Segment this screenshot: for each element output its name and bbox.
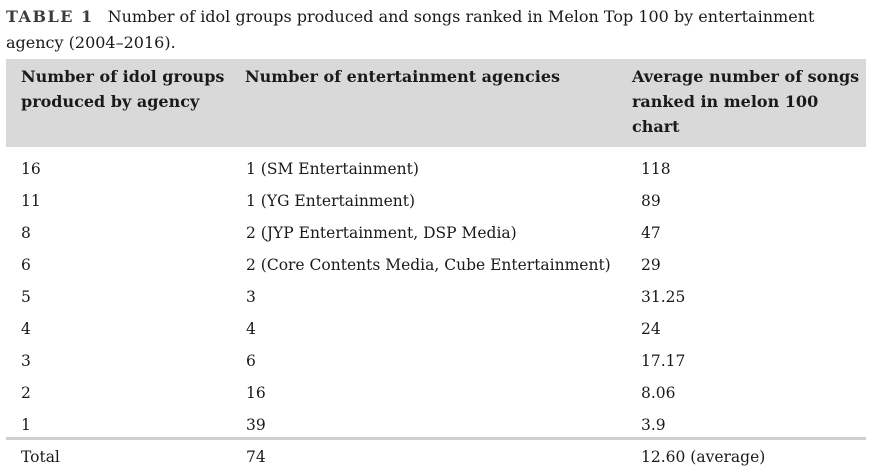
cell-avg-songs: 118 [641,160,671,178]
cell-agencies: 1 (YG Entertainment) [246,192,416,210]
agency-table: Number of idol groups produced by agency… [6,59,866,473]
cell-idol-groups: 6 [21,256,31,274]
table-row: 8 2 (JYP Entertainment, DSP Media) 47 [6,217,866,249]
table-row: 4 4 24 [6,313,866,345]
cell-idol-groups: 11 [21,192,41,210]
table-row: 1 39 3.9 [6,409,866,441]
cell-idol-groups: 5 [21,288,31,306]
cell-avg-songs: 24 [641,320,661,338]
table-row: 5 3 31.25 [6,281,866,313]
cell-agencies: 1 (SM Entertainment) [246,160,419,178]
cell-idol-groups: 3 [21,352,31,370]
table-label: TABLE 1 [6,7,94,26]
cell-avg-songs: 89 [641,192,661,210]
table-row: 2 16 8.06 [6,377,866,409]
table-bottom-rule [6,437,866,440]
cell-idol-groups: 16 [21,160,41,178]
cell-total-label: Total [21,448,60,466]
table-total-row: Total 74 12.60 (average) [6,441,866,473]
cell-total-agencies: 74 [246,448,266,466]
cell-idol-groups: 1 [21,416,31,434]
cell-idol-groups: 2 [21,384,31,402]
cell-agencies: 16 [246,384,266,402]
table-row: 6 2 (Core Contents Media, Cube Entertain… [6,249,866,281]
header-agencies: Number of entertainment agencies [245,59,632,147]
table-row: 3 6 17.17 [6,345,866,377]
cell-agencies: 6 [246,352,256,370]
table-caption: TABLE 1 Number of idol groups produced an… [6,4,866,56]
cell-avg-songs: 17.17 [641,352,686,370]
table-row: 16 1 (SM Entertainment) 118 [6,147,866,185]
table-header-row: Number of idol groups produced by agency… [6,59,866,147]
table-title: Number of idol groups produced and songs… [6,7,815,52]
cell-avg-songs: 31.25 [641,288,686,306]
cell-avg-songs: 3.9 [641,416,666,434]
cell-agencies: 3 [246,288,256,306]
cell-total-avg-songs: 12.60 (average) [641,448,766,466]
cell-agencies: 39 [246,416,266,434]
cell-avg-songs: 8.06 [641,384,676,402]
header-avg-songs: Average number of songs ranked in melon … [632,59,866,147]
cell-avg-songs: 47 [641,224,661,242]
header-idol-groups: Number of idol groups produced by agency [6,59,245,147]
cell-agencies: 2 (JYP Entertainment, DSP Media) [246,224,517,242]
cell-avg-songs: 29 [641,256,661,274]
cell-agencies: 2 (Core Contents Media, Cube Entertainme… [246,256,611,274]
table-row: 11 1 (YG Entertainment) 89 [6,185,866,217]
cell-agencies: 4 [246,320,256,338]
cell-idol-groups: 4 [21,320,31,338]
cell-idol-groups: 8 [21,224,31,242]
